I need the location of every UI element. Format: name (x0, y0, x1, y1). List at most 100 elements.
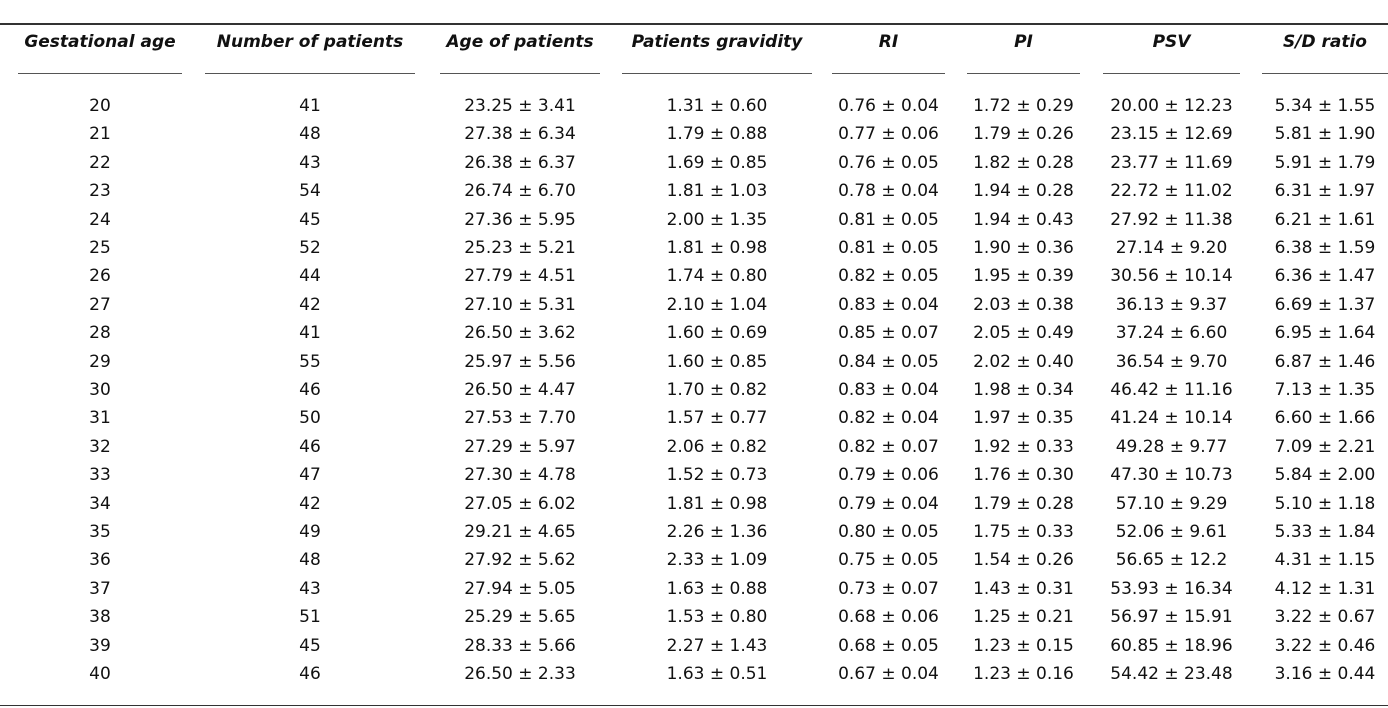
table-cell: 1.60 ± 0.69 (666, 323, 768, 344)
column-header: Patients gravidity (631, 32, 803, 52)
table-cell: 26 (89, 266, 111, 287)
table-cell: 2.26 ± 1.36 (666, 522, 768, 542)
table-cell: 27.14 ± 9.20 (1115, 238, 1228, 258)
table-cell: 56.65 ± 12.2 (1115, 550, 1228, 571)
table-cell: 26.50 ± 4.47 (464, 380, 576, 400)
table-cell: 27.10 ± 5.31 (464, 294, 576, 315)
table-cell: 40 (89, 664, 111, 684)
table-cell: 46 (299, 380, 321, 400)
table-cell: 1.60 ± 0.85 (666, 351, 768, 372)
table-cell: 0.67 ± 0.04 (838, 664, 939, 684)
table-cell: 0.79 ± 0.04 (838, 493, 939, 514)
table-cell: 27 (89, 294, 111, 315)
table-cell: 0.82 ± 0.07 (838, 436, 939, 457)
table-cell: 26.74 ± 6.70 (464, 181, 576, 202)
table-cell: 22.72 ± 11.02 (1110, 181, 1233, 202)
table-cell: 1.95 ± 0.39 (973, 266, 1074, 287)
table-cell: 55 (299, 351, 321, 372)
table-cell: 1.31 ± 0.60 (666, 96, 768, 116)
table-cell: 54 (299, 181, 321, 202)
table-cell: 1.76 ± 0.30 (973, 465, 1074, 486)
table-cell: 1.53 ± 0.80 (666, 607, 768, 628)
table-cell: 49 (299, 522, 321, 542)
header-underline (832, 73, 945, 74)
table-cell: 6.95 ± 1.64 (1274, 323, 1376, 344)
table-cell: 2.05 ± 0.49 (973, 323, 1074, 344)
column-header: Age of patients (446, 32, 594, 52)
table-cell: 27.92 ± 5.62 (464, 550, 576, 571)
table-cell: 1.94 ± 0.28 (973, 181, 1074, 202)
column-header: PI (1014, 32, 1033, 52)
table-cell: 60.85 ± 18.96 (1110, 635, 1233, 656)
table-cell: 0.68 ± 0.06 (838, 607, 939, 628)
table-cell: 27.92 ± 11.38 (1110, 209, 1233, 230)
table-cell: 46 (299, 436, 321, 457)
table-cell: 32 (89, 436, 111, 457)
table-cell: 0.77 ± 0.06 (838, 124, 939, 145)
table-cell: 1.97 ± 0.35 (973, 408, 1074, 429)
table-cell: 1.75 ± 0.33 (973, 522, 1074, 542)
table-cell: 43 (299, 152, 321, 173)
table-cell: 2.27 ± 1.43 (666, 635, 768, 656)
table-cell: 1.92 ± 0.33 (973, 436, 1074, 457)
table-cell: 26.50 ± 2.33 (464, 664, 576, 684)
table-cell: 0.81 ± 0.05 (838, 209, 939, 230)
table-cell: 39 (89, 635, 111, 656)
table-cell: 45 (299, 635, 321, 656)
table-cell: 6.87 ± 1.46 (1274, 351, 1376, 372)
table-cell: 41.24 ± 10.14 (1110, 408, 1233, 429)
table-cell: 27.79 ± 4.51 (464, 266, 576, 287)
table-cell: 20 (89, 96, 111, 116)
table-cell: 36.13 ± 9.37 (1115, 294, 1228, 315)
table-cell: 6.38 ± 1.59 (1274, 238, 1376, 258)
table-cell: 28 (89, 323, 111, 344)
table-cell: 0.82 ± 0.04 (838, 408, 939, 429)
table-cell: 27.94 ± 5.05 (464, 578, 576, 599)
column-header: PSV (1152, 32, 1191, 52)
table-cell: 31 (89, 408, 111, 429)
table-cell: 23.25 ± 3.41 (464, 96, 576, 116)
table-cell: 0.76 ± 0.04 (838, 96, 939, 116)
table-cell: 6.21 ± 1.61 (1274, 209, 1376, 230)
table-cell: 2.03 ± 0.38 (973, 294, 1074, 315)
table-cell: 0.81 ± 0.05 (838, 238, 939, 258)
header-underline (440, 73, 600, 74)
table-cell: 1.54 ± 0.26 (973, 550, 1074, 571)
table-cell: 24 (89, 209, 111, 230)
table-cell: 25.23 ± 5.21 (464, 238, 576, 258)
table-cell: 52.06 ± 9.61 (1115, 522, 1228, 542)
table-cell: 27.38 ± 6.34 (464, 124, 576, 145)
table-cell: 27.36 ± 5.95 (464, 209, 576, 230)
table-cell: 0.73 ± 0.07 (838, 578, 939, 599)
table-cell: 0.68 ± 0.05 (838, 635, 939, 656)
table-cell: 1.74 ± 0.80 (666, 266, 768, 287)
table-cell: 4.31 ± 1.15 (1274, 550, 1376, 571)
table-cell: 27.53 ± 7.70 (464, 408, 576, 429)
table-cell: 1.57 ± 0.77 (666, 408, 768, 429)
table-cell: 1.23 ± 0.15 (973, 635, 1074, 656)
table-cell: 42 (299, 294, 321, 315)
table-cell: 52 (299, 238, 321, 258)
table-cell: 1.25 ± 0.21 (973, 607, 1074, 628)
table-cell: 0.80 ± 0.05 (838, 522, 939, 542)
table-cell: 21 (89, 124, 111, 145)
table-cell: 5.91 ± 1.79 (1274, 152, 1376, 173)
table-cell: 5.34 ± 1.55 (1274, 96, 1376, 116)
table-cell: 0.75 ± 0.05 (838, 550, 939, 571)
header-underline (622, 73, 812, 74)
table-cell: 0.84 ± 0.05 (838, 351, 939, 372)
table-cell: 54.42 ± 23.48 (1110, 664, 1233, 684)
table-cell: 25 (89, 238, 111, 258)
table-cell: 38 (89, 607, 111, 628)
table-top-rule (0, 23, 1388, 25)
table-cell: 30 (89, 380, 111, 400)
table-cell: 0.85 ± 0.07 (838, 323, 939, 344)
table-cell: 1.52 ± 0.73 (666, 465, 768, 486)
table-cell: 0.82 ± 0.05 (838, 266, 939, 287)
table-cell: 46 (299, 664, 321, 684)
table-cell: 0.79 ± 0.06 (838, 465, 939, 486)
table-cell: 5.33 ± 1.84 (1274, 522, 1376, 542)
header-underline (205, 73, 415, 74)
table-cell: 4.12 ± 1.31 (1274, 578, 1376, 599)
table-cell: 36 (89, 550, 111, 571)
